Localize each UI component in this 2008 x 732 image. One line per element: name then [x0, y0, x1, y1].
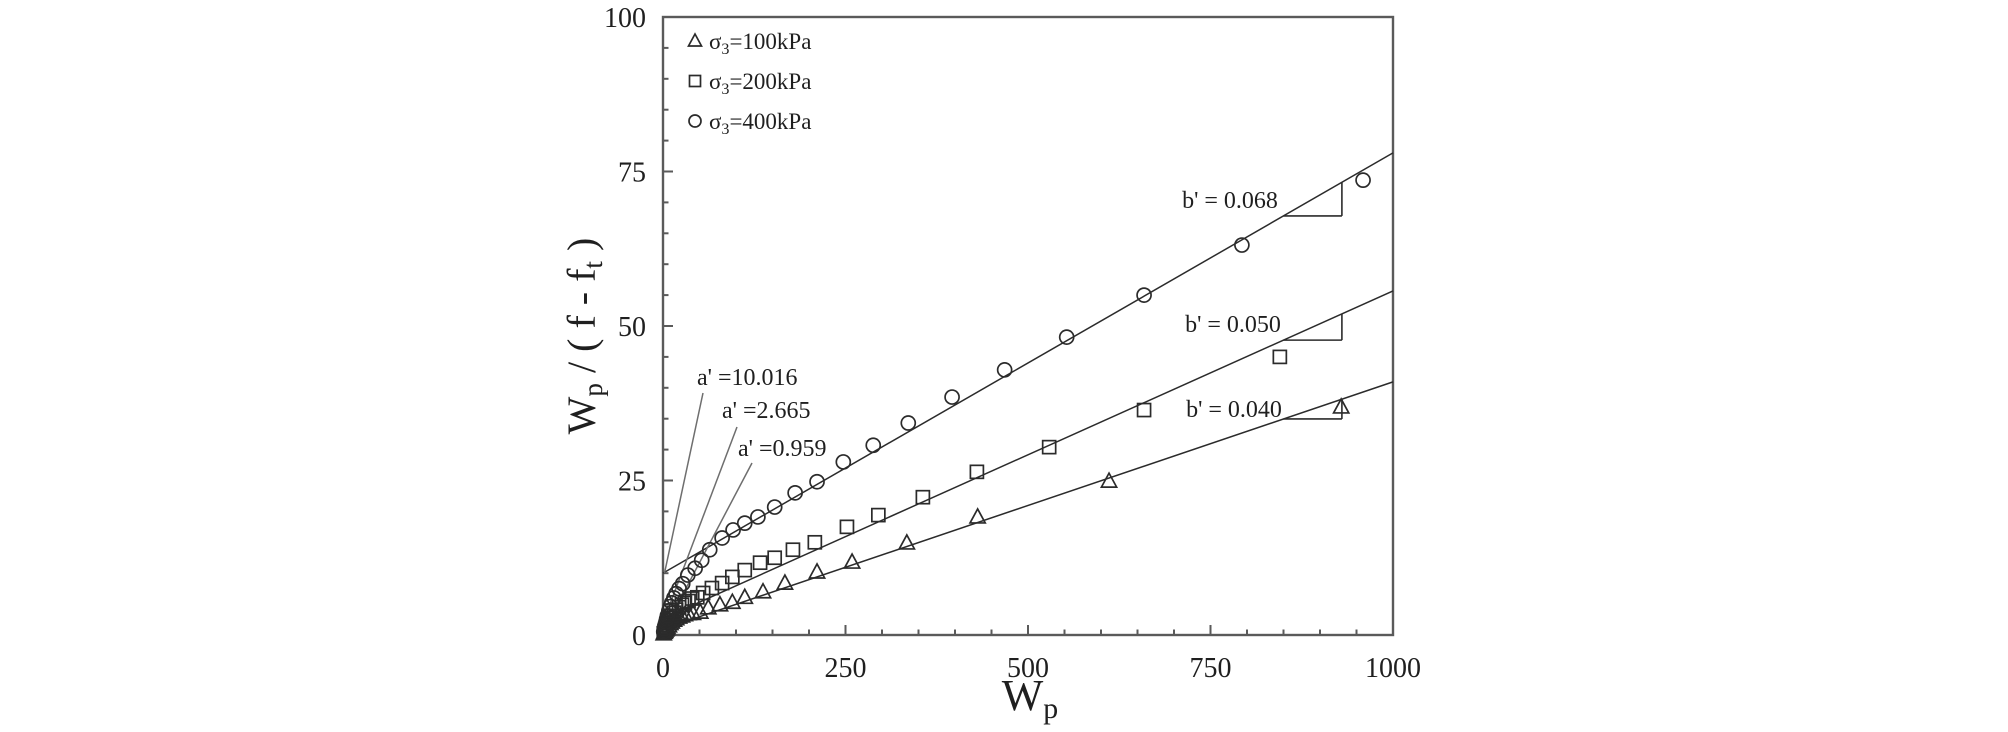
- legend-item: σ3=200kPa: [688, 69, 811, 98]
- triangle-marker: [710, 594, 729, 612]
- y-tick-label: 75: [618, 158, 646, 189]
- square-marker: [695, 585, 711, 601]
- circle-marker: [693, 552, 710, 569]
- legend-item: σ3=400kPa: [688, 109, 811, 138]
- triangle-marker: [699, 598, 718, 615]
- square-marker: [704, 580, 720, 596]
- square-marker: [870, 507, 886, 523]
- circle-marker: [714, 530, 730, 546]
- legend-item: σ3=100kPa: [687, 29, 811, 58]
- triangle-marker: [753, 581, 773, 599]
- square-marker: [1041, 439, 1057, 455]
- series-circle: [655, 172, 1371, 640]
- annotations: a' =10.016 a' =2.665 a' =0.959 b' = 0.068 b'…: [663, 182, 1343, 630]
- x-tick-label: 0: [656, 653, 670, 684]
- square-marker: [915, 489, 931, 505]
- circle-marker: [944, 389, 960, 405]
- square-marker: [807, 534, 823, 550]
- triangle-marker: [687, 32, 703, 47]
- triangle-marker: [843, 552, 862, 569]
- triangle-marker: [968, 507, 987, 524]
- y-tick-label: 0: [632, 621, 646, 652]
- square-marker: [684, 591, 700, 606]
- square-marker: [681, 593, 696, 609]
- fit-line-circle: [662, 152, 1394, 574]
- circle-marker: [674, 575, 691, 592]
- legend: σ3=100kPa σ3=200kPa σ3=400kPa: [687, 29, 811, 138]
- triangle-marker: [897, 533, 916, 550]
- circle-marker: [766, 499, 783, 515]
- circle-marker: [1136, 287, 1152, 303]
- intercept-label: a' =0.959: [738, 436, 827, 462]
- legend-label: σ3=200kPa: [709, 69, 811, 98]
- axis-titles: Wp Wp / ( f - ft ): [559, 238, 1058, 725]
- circle-marker: [725, 522, 741, 538]
- x-tick-label: 1000: [1365, 653, 1421, 684]
- intercept-leader-line: [663, 392, 704, 574]
- circle-marker: [835, 454, 852, 470]
- square-marker: [1272, 349, 1288, 365]
- slope-label: b' = 0.050: [1185, 312, 1281, 338]
- square-marker: [1136, 402, 1152, 418]
- circle-marker: [1058, 329, 1075, 345]
- fit-line-square: [662, 290, 1394, 620]
- slope-label: b' = 0.068: [1182, 188, 1278, 214]
- legend-label: σ3=100kPa: [709, 29, 811, 58]
- triangle-marker: [735, 587, 754, 605]
- fitted-lines: [662, 152, 1394, 630]
- legend-label: σ3=400kPa: [709, 109, 811, 138]
- circle-marker: [1355, 172, 1371, 189]
- circle-marker: [688, 114, 702, 128]
- x-tick-label: 500: [1007, 653, 1049, 684]
- circle-marker: [701, 541, 718, 558]
- circle-marker: [671, 580, 687, 597]
- circle-marker: [900, 415, 917, 431]
- circle-marker: [1234, 237, 1250, 253]
- triangle-marker: [1332, 397, 1351, 414]
- square-marker: [737, 562, 753, 578]
- circle-marker: [865, 437, 882, 454]
- triangle-marker: [1100, 471, 1119, 488]
- y-tick-label: 25: [618, 467, 646, 498]
- x-tick-label: 750: [1190, 653, 1232, 684]
- intercept-label: a' =2.665: [722, 398, 811, 424]
- triangle-marker: [808, 562, 827, 579]
- triangle-marker: [775, 573, 794, 590]
- y-axis-title: Wp / ( f - ft ): [559, 238, 608, 435]
- square-marker: [752, 555, 768, 571]
- circle-marker: [736, 515, 753, 531]
- slope-label: b' = 0.040: [1186, 397, 1282, 423]
- square-marker: [969, 464, 985, 480]
- circle-marker: [787, 485, 803, 501]
- triangle-marker: [723, 592, 742, 610]
- data-points: [654, 172, 1371, 641]
- y-tick-label: 50: [618, 312, 646, 343]
- y-tick-label: 100: [604, 3, 646, 34]
- circle-marker: [996, 362, 1013, 378]
- triangle-marker: [683, 603, 702, 621]
- circle-marker: [809, 473, 825, 490]
- square-marker: [785, 542, 801, 558]
- axis-tick-labels: 0 250 500 750 1000 0 25 50 75 100: [604, 3, 1421, 684]
- intercept-label: a' =10.016: [697, 365, 798, 391]
- square-marker: [767, 550, 783, 566]
- square-marker: [688, 74, 702, 88]
- square-marker: [839, 519, 855, 535]
- x-tick-label: 250: [825, 653, 867, 684]
- x-axis-title: Wp: [1002, 671, 1058, 725]
- circle-marker: [750, 509, 766, 525]
- triangle-marker: [691, 602, 710, 619]
- fit-line-triangle: [662, 381, 1394, 630]
